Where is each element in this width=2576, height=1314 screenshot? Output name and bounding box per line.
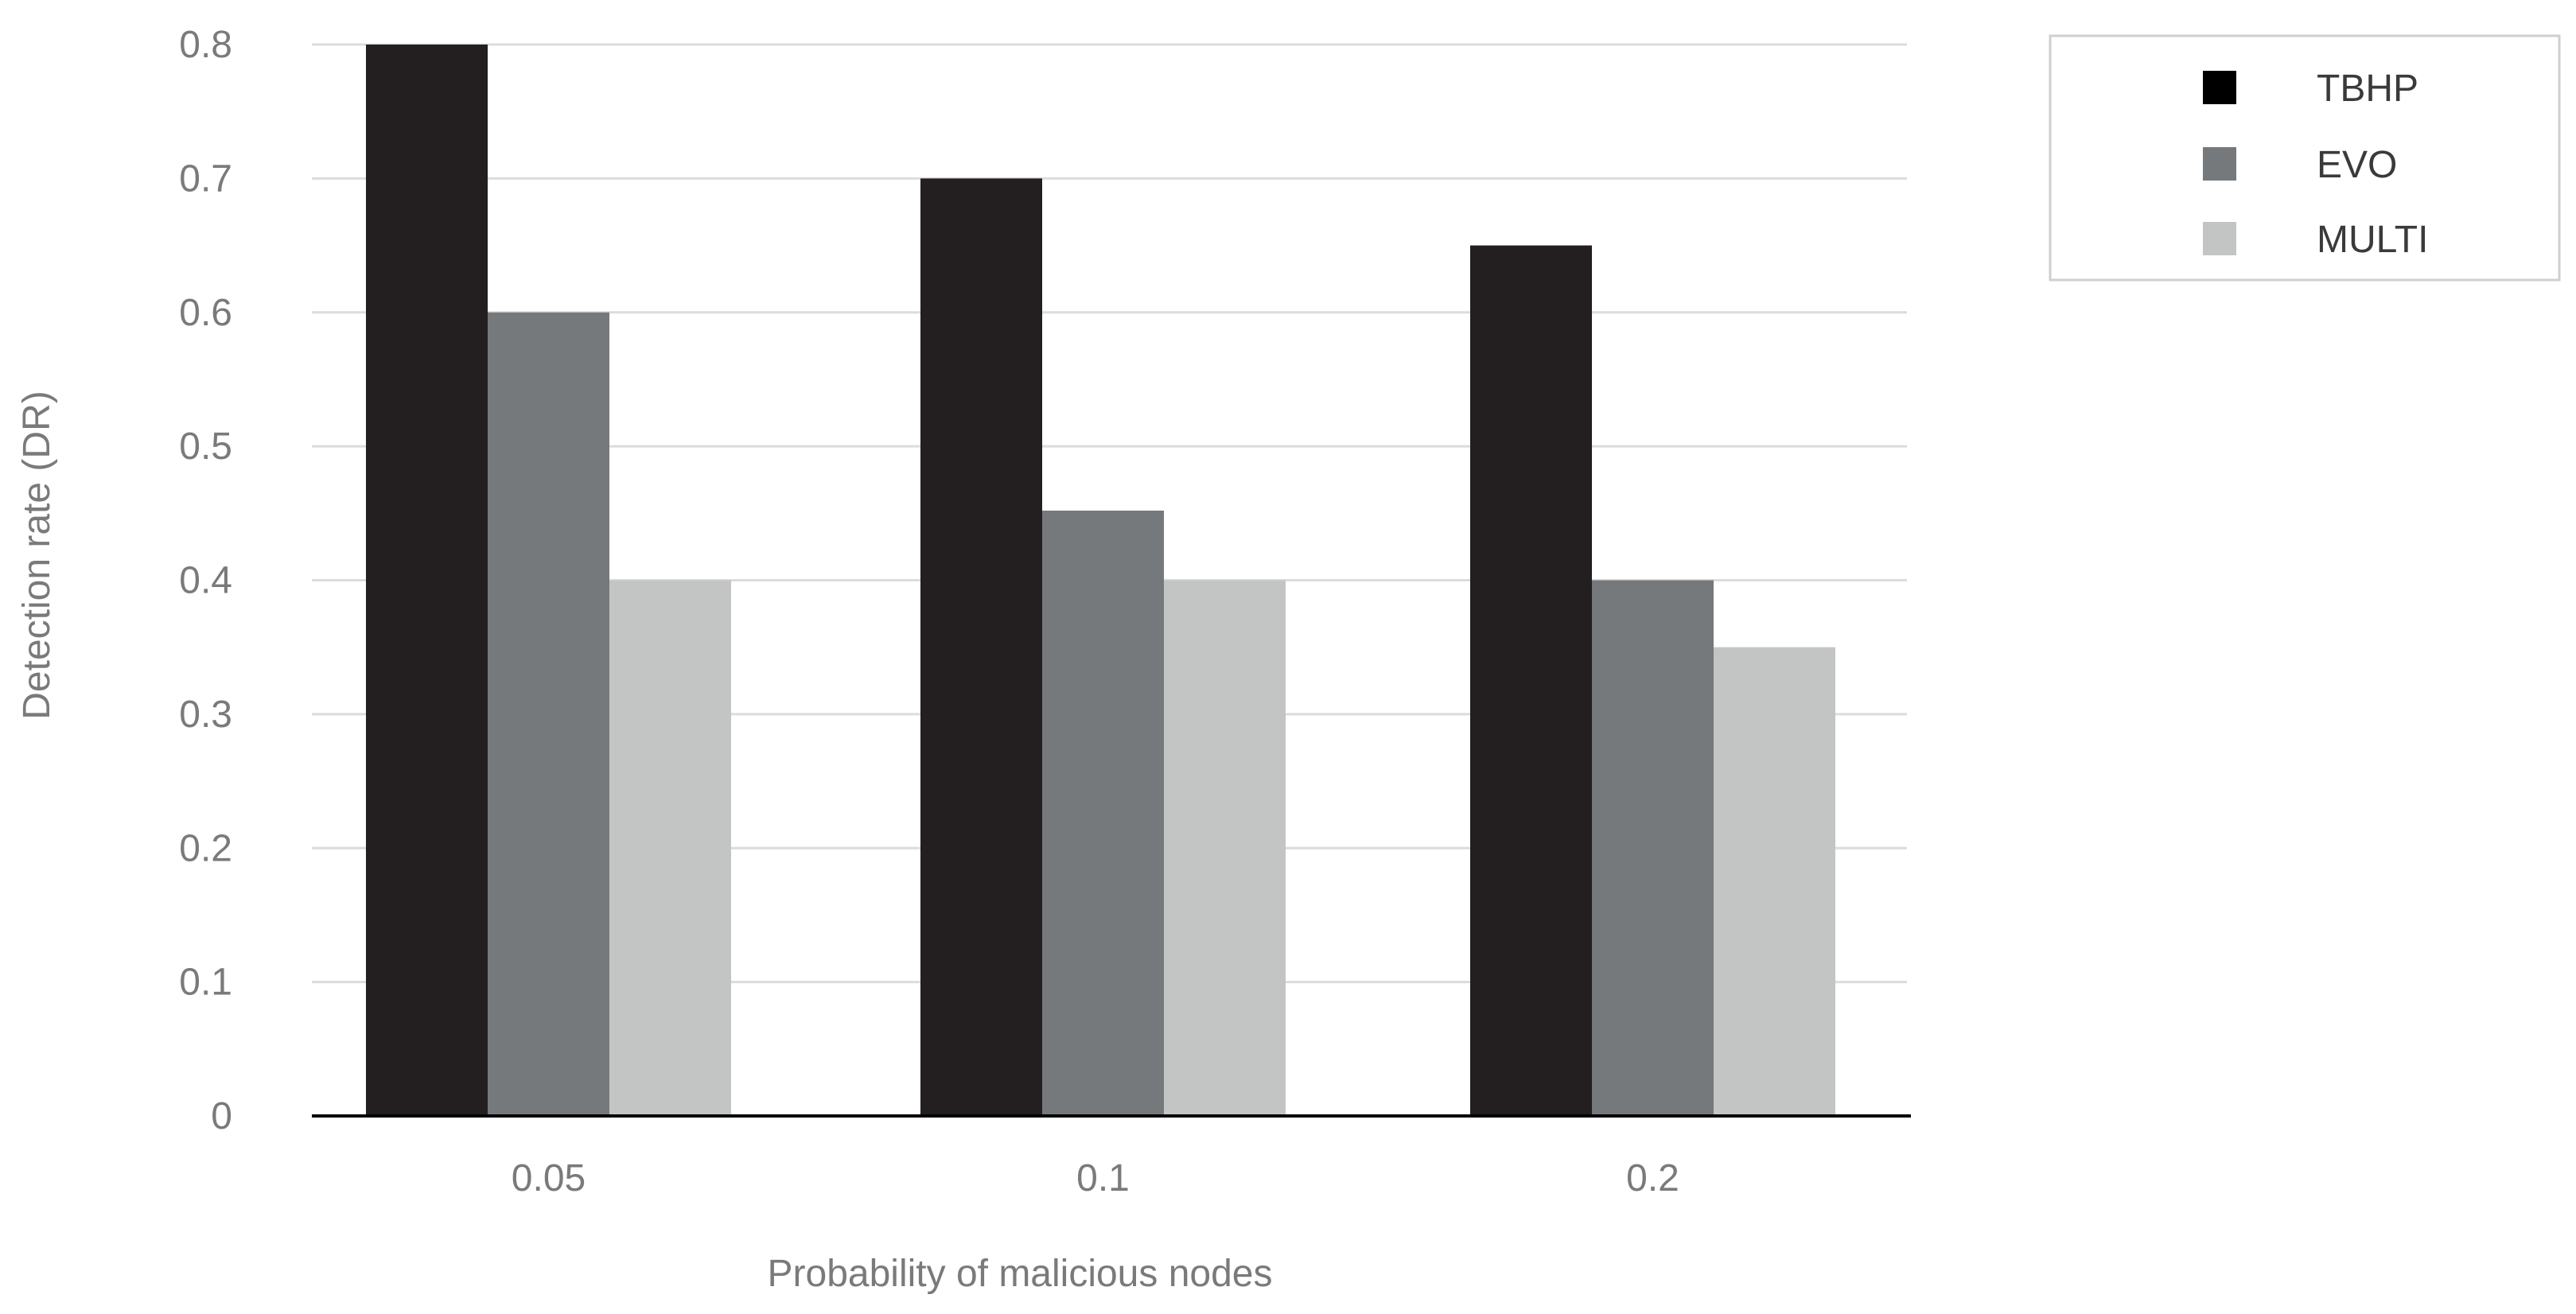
- x-tick-label: 0.2: [1626, 1157, 1679, 1199]
- bar-evo-0.2: [1592, 580, 1714, 1116]
- y-tick-label: 0.2: [179, 827, 232, 869]
- legend-items: TBHP EVO MULTI: [2203, 68, 2428, 261]
- y-tick-label: 0.8: [179, 24, 232, 66]
- bar-tbhp-0.2: [1470, 245, 1592, 1116]
- x-tick-label: 0.05: [512, 1157, 586, 1199]
- x-axis-label: Probability of malicious nodes: [768, 1253, 1273, 1295]
- bar-multi-0.05: [609, 580, 731, 1116]
- legend-swatch-tbhp: [2203, 71, 2236, 104]
- legend: TBHP EVO MULTI: [2049, 34, 2561, 282]
- x-tick-label: 0.1: [1076, 1157, 1130, 1199]
- y-tick-label: 0.7: [179, 157, 232, 200]
- bar-evo-0.1: [1042, 510, 1164, 1116]
- y-tick-label: 0.5: [179, 426, 232, 468]
- y-axis-label: Detection rate (DR): [16, 391, 58, 719]
- legend-swatch-multi: [2203, 222, 2236, 255]
- y-tick-label: 0: [211, 1095, 232, 1137]
- bars: [366, 45, 1835, 1116]
- bar-multi-0.2: [1714, 647, 1835, 1116]
- bar-tbhp-0.05: [366, 45, 488, 1116]
- legend-swatch-evo: [2203, 147, 2236, 181]
- y-tick-label: 0.6: [179, 292, 232, 334]
- bar-multi-0.1: [1164, 580, 1286, 1116]
- bar-evo-0.05: [488, 312, 609, 1116]
- y-tick-label: 0.3: [179, 694, 232, 736]
- bar-tbhp-0.1: [920, 178, 1042, 1116]
- legend-label-evo: EVO: [2317, 144, 2397, 186]
- legend-box: [2049, 34, 2561, 282]
- legend-label-tbhp: TBHP: [2317, 68, 2418, 110]
- legend-label-multi: MULTI: [2317, 219, 2428, 261]
- y-tick-label: 0.4: [179, 560, 232, 602]
- y-tick-label: 0.1: [179, 962, 232, 1004]
- x-tick-labels: 0.05 0.1 0.2: [512, 1157, 1679, 1199]
- y-tick-labels: 0 0.1 0.2 0.3 0.4 0.5 0.6 0.7 0.8: [179, 24, 232, 1137]
